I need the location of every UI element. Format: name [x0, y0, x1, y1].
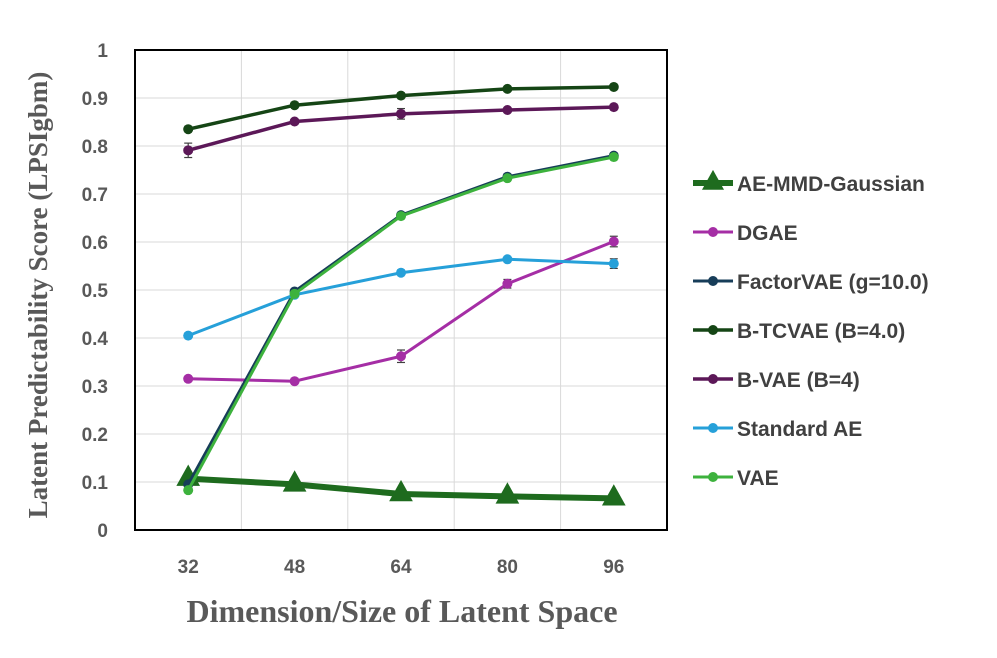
y-axis-ticks: 0 0.1 0.2 0.3 0.4 0.5 0.6 0.7 0.8 0.9 1 [82, 41, 109, 542]
legend-label: Standard AE [737, 418, 862, 441]
y-tick-label: 1 [97, 41, 108, 62]
data-point [183, 330, 194, 341]
data-point [183, 145, 194, 156]
y-tick-label: 0.9 [82, 89, 108, 110]
x-tick-label: 96 [603, 557, 624, 578]
y-tick-label: 0.2 [82, 425, 108, 446]
series-standard-ae [183, 254, 619, 341]
legend: AE-MMD-Gaussian DGAE FactorVAE (g=10.0) B-T… [693, 169, 929, 490]
data-point [502, 83, 513, 94]
data-point [183, 124, 194, 135]
data-point [183, 485, 194, 496]
series-b-tcvae-b-4-0 [183, 81, 619, 135]
data-point [289, 116, 300, 127]
legend-marker [708, 325, 718, 335]
data-point [502, 105, 513, 115]
data-point [183, 373, 194, 384]
legend-marker [708, 374, 718, 384]
legend-label: FactorVAE (g=10.0) [737, 271, 929, 294]
data-point [502, 173, 513, 184]
plot-area [134, 49, 668, 531]
data-point [396, 90, 406, 101]
legend-marker [708, 423, 718, 433]
data-point [608, 152, 619, 163]
x-axis-title: Dimension/Size of Latent Space [186, 593, 617, 629]
data-point [289, 288, 300, 299]
legend-item: B-VAE (B=4) [693, 369, 860, 392]
x-tick-label: 80 [497, 557, 518, 578]
data-point [396, 267, 406, 278]
y-tick-label: 0.5 [82, 281, 109, 302]
legend-item: DGAE [693, 222, 798, 245]
legend-item: Standard AE [693, 418, 862, 441]
legend-label: VAE [737, 467, 779, 490]
legend-label: B-VAE (B=4) [737, 369, 860, 392]
data-point [601, 484, 626, 506]
data-point [396, 211, 406, 222]
data-point [289, 100, 300, 111]
series-b-vae-b-4 [183, 102, 619, 159]
data-point [502, 254, 513, 265]
data-point [495, 482, 520, 504]
y-tick-label: 0.7 [82, 185, 108, 206]
legend-label: DGAE [737, 222, 798, 245]
plot-border [134, 49, 668, 531]
x-tick-label: 32 [178, 557, 199, 578]
data-point [282, 470, 307, 492]
series-line [186, 154, 615, 486]
series-factorvae-g-10-0 [183, 150, 619, 490]
data-point [396, 108, 406, 119]
series-layer [176, 81, 626, 506]
series-line [186, 155, 615, 491]
data-point [502, 278, 513, 289]
legend-item: VAE [693, 467, 779, 490]
y-tick-label: 0.6 [82, 233, 108, 254]
legend-item: FactorVAE (g=10.0) [693, 271, 929, 294]
series-dgae [183, 235, 619, 387]
y-tick-label: 0 [97, 521, 108, 542]
x-axis-ticks: 32 48 64 80 96 [178, 557, 625, 578]
y-tick-label: 0.1 [82, 473, 109, 494]
data-point [396, 351, 406, 362]
data-point [608, 102, 619, 113]
legend-label: B-TCVAE (B=4.0) [737, 320, 905, 343]
data-point [608, 258, 619, 269]
legend-marker [708, 227, 718, 237]
legend-marker [708, 276, 718, 286]
y-tick-label: 0.3 [82, 377, 108, 398]
data-point [389, 479, 413, 502]
legend-item: B-TCVAE (B=4.0) [693, 320, 905, 343]
y-tick-label: 0.4 [82, 329, 109, 350]
legend-item: AE-MMD-Gaussian [693, 169, 925, 196]
x-tick-label: 64 [390, 557, 412, 578]
series-vae [183, 152, 619, 496]
legend-label: AE-MMD-Gaussian [737, 173, 925, 196]
data-point [608, 236, 619, 247]
legend-marker [702, 169, 724, 190]
data-point [289, 376, 300, 387]
data-point [608, 81, 619, 92]
legend-marker [708, 472, 718, 482]
series-ae-mmd-gaussian [176, 464, 626, 506]
y-tick-label: 0.8 [82, 137, 108, 158]
x-tick-label: 48 [284, 557, 305, 578]
y-axis-title: Latent Predictability Score (LPSIgbm) [23, 72, 53, 519]
